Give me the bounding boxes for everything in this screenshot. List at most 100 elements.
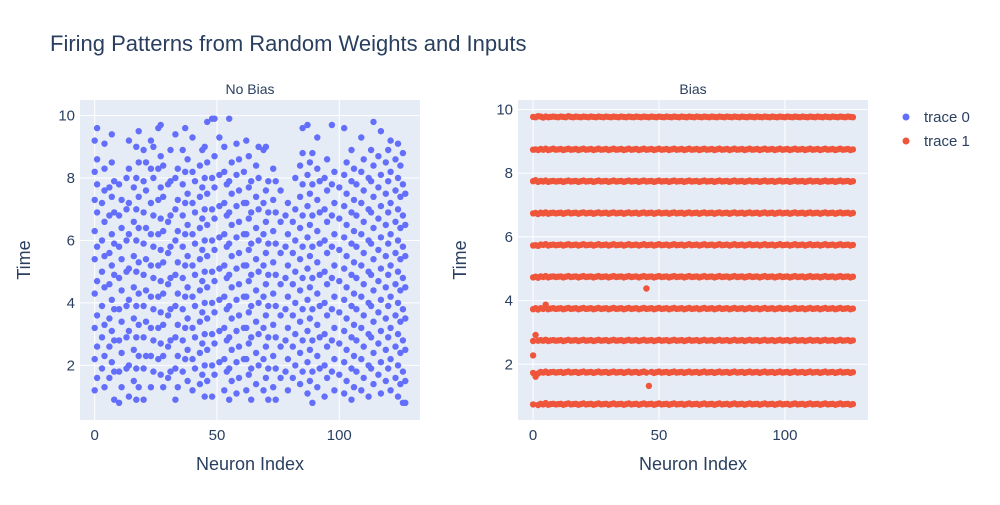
data-point[interactable] [394, 330, 402, 338]
data-point[interactable] [208, 330, 216, 338]
data-point[interactable] [304, 202, 311, 210]
data-point[interactable] [262, 218, 270, 225]
data-point[interactable] [529, 352, 537, 359]
data-point[interactable] [118, 349, 125, 357]
data-point[interactable] [101, 284, 108, 291]
data-point[interactable] [204, 315, 211, 322]
data-point[interactable] [387, 355, 394, 363]
data-point[interactable] [284, 387, 292, 394]
data-point[interactable] [216, 296, 223, 303]
data-point[interactable] [164, 281, 172, 288]
data-point[interactable] [252, 224, 260, 232]
data-point[interactable] [343, 377, 350, 385]
legend-item-trace-0[interactable]: trace 0 [902, 109, 970, 126]
data-point[interactable] [262, 187, 270, 194]
data-point[interactable] [377, 296, 385, 303]
data-point[interactable] [106, 249, 113, 257]
data-point[interactable] [208, 174, 216, 182]
data-point[interactable] [296, 193, 304, 200]
data-point[interactable] [123, 206, 130, 213]
data-point[interactable] [233, 296, 240, 303]
data-point[interactable] [233, 359, 240, 366]
data-point[interactable] [147, 262, 155, 269]
data-point[interactable] [385, 209, 392, 216]
data-point[interactable] [323, 343, 331, 350]
data-point[interactable] [167, 212, 174, 219]
data-point[interactable] [314, 134, 321, 141]
data-point[interactable] [385, 271, 392, 278]
data-point[interactable] [221, 293, 228, 300]
data-point[interactable] [245, 309, 252, 316]
data-point[interactable] [402, 377, 409, 385]
data-point[interactable] [392, 281, 399, 288]
data-point[interactable] [147, 165, 155, 172]
data-point[interactable] [98, 334, 106, 341]
data-point[interactable] [309, 399, 316, 406]
data-point[interactable] [172, 302, 179, 310]
data-point[interactable] [296, 287, 304, 294]
data-point[interactable] [245, 153, 252, 160]
data-point[interactable] [358, 199, 365, 207]
data-point[interactable] [174, 259, 181, 266]
data-point[interactable] [108, 159, 116, 166]
data-point[interactable] [367, 240, 375, 247]
data-point[interactable] [125, 265, 133, 272]
data-point[interactable] [135, 321, 142, 328]
data-point[interactable] [201, 206, 208, 213]
data-point[interactable] [179, 337, 186, 344]
data-point[interactable] [226, 178, 233, 185]
data-point[interactable] [91, 227, 98, 235]
data-point[interactable] [321, 299, 328, 307]
data-point[interactable] [130, 284, 137, 291]
data-point[interactable] [282, 368, 289, 375]
data-point[interactable] [323, 312, 331, 319]
data-point[interactable] [348, 365, 355, 372]
data-point[interactable] [118, 196, 125, 204]
data-point[interactable] [245, 340, 252, 347]
data-point[interactable] [262, 343, 270, 350]
data-point[interactable] [172, 174, 179, 182]
data-point[interactable] [235, 187, 243, 194]
data-point[interactable] [272, 178, 279, 185]
data-point[interactable] [125, 137, 133, 144]
data-point[interactable] [167, 306, 174, 313]
data-point[interactable] [643, 369, 650, 376]
data-point[interactable] [221, 355, 228, 363]
data-point[interactable] [375, 371, 382, 378]
data-point[interactable] [272, 334, 279, 341]
data-point[interactable] [328, 212, 336, 219]
data-point[interactable] [382, 315, 389, 322]
data-point[interactable] [289, 374, 296, 382]
data-point[interactable] [182, 262, 189, 269]
data-point[interactable] [262, 281, 270, 288]
data-point[interactable] [341, 359, 348, 366]
data-point[interactable] [233, 390, 240, 397]
data-point[interactable] [160, 193, 167, 200]
data-point[interactable] [184, 284, 191, 291]
data-point[interactable] [248, 396, 255, 403]
data-point[interactable] [399, 181, 407, 188]
data-point[interactable] [221, 387, 228, 394]
data-point[interactable] [306, 346, 314, 353]
data-point[interactable] [382, 221, 389, 229]
data-point[interactable] [397, 380, 404, 388]
data-point[interactable] [348, 146, 355, 154]
data-point[interactable] [115, 337, 123, 344]
data-point[interactable] [111, 337, 118, 344]
data-point[interactable] [101, 165, 108, 172]
data-point[interactable] [343, 284, 350, 291]
data-point[interactable] [155, 293, 162, 300]
data-point[interactable] [323, 249, 331, 257]
data-point[interactable] [226, 365, 233, 372]
data-point[interactable] [189, 199, 196, 207]
data-point[interactable] [133, 268, 140, 275]
data-point[interactable] [350, 227, 358, 235]
data-point[interactable] [228, 346, 235, 353]
data-point[interactable] [255, 174, 262, 182]
data-point[interactable] [179, 274, 186, 282]
data-point[interactable] [314, 384, 321, 391]
data-point[interactable] [314, 259, 321, 266]
data-point[interactable] [277, 281, 284, 288]
data-point[interactable] [125, 393, 133, 400]
data-point[interactable] [221, 324, 228, 332]
